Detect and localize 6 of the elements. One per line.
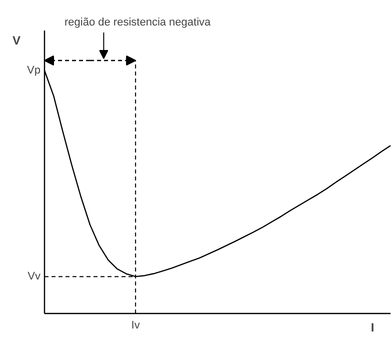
text: Vp xyxy=(27,64,41,76)
x-axis-title: I xyxy=(370,320,374,334)
text: Vv xyxy=(28,270,41,283)
text: região de resistencia negativa xyxy=(64,16,212,28)
text: Iv xyxy=(131,320,140,332)
y-axis-title: V xyxy=(12,34,21,48)
